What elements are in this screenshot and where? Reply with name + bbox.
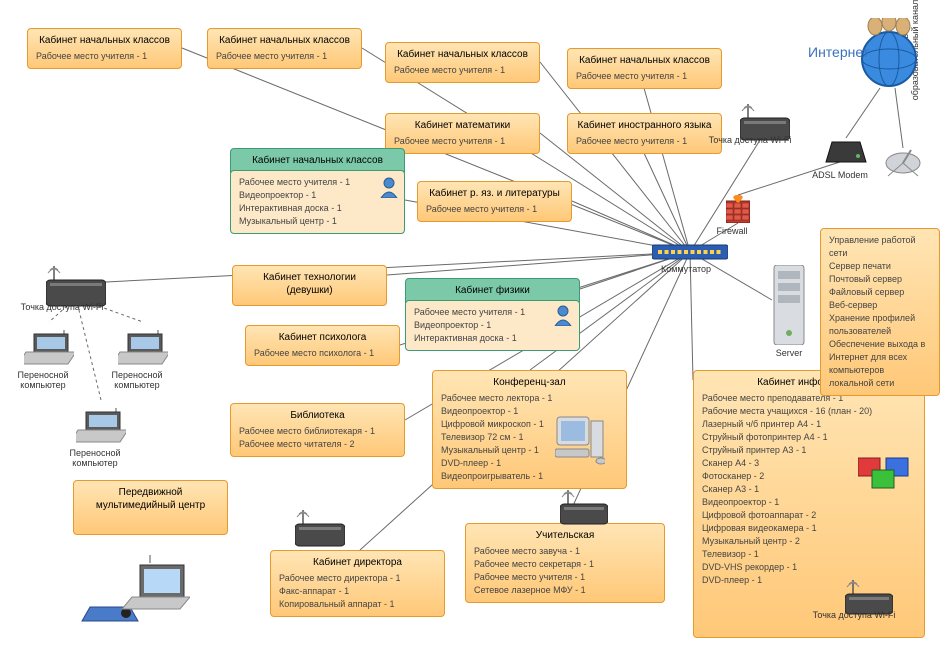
node-item: Телевизор - 1: [702, 548, 916, 561]
device-label: Точка доступа Wi-Fi: [810, 610, 898, 620]
device-label: Server: [752, 348, 826, 358]
node-item: Цифровой фотоаппарат - 2: [702, 509, 916, 522]
node-item: Рабочие места учащихся - 16 (план - 20): [702, 405, 916, 418]
node-title: Конференц-зал: [441, 376, 618, 389]
node-item: Видеопроектор - 1: [702, 496, 916, 509]
modem-icon: [824, 138, 868, 166]
node-title: Передвижной мультимедийный центр: [82, 486, 219, 512]
node-item: Почтовый сервер: [829, 273, 931, 286]
node-title: Кабинет начальных классов: [239, 154, 396, 167]
node-n3: Кабинет начальных классов Рабочее место у…: [385, 42, 540, 83]
pc-icon: [555, 415, 605, 465]
server-icon: [772, 265, 806, 345]
node-item: Сетевое лазерное МФУ - 1: [474, 584, 656, 597]
node-n14: Передвижной мультимедийный центр: [73, 480, 228, 535]
node-item: DVD-VHS рекордер - 1: [702, 561, 916, 574]
node-title: Кабинет начальных классов: [216, 34, 353, 47]
person-icon: [552, 304, 574, 326]
node-item: Интерактивная доска - 1: [414, 332, 571, 345]
node-n1: Кабинет начальных классов Рабочее место у…: [27, 28, 182, 69]
device-label: Коммутатор: [628, 264, 744, 274]
node-item: Хранение профилей пользователей: [829, 312, 931, 338]
node-item: Рабочее место учителя - 1: [426, 203, 563, 216]
switch-icon: [652, 243, 728, 261]
monitors-icon: [858, 450, 910, 490]
node-n6: Кабинет иностранного языка Рабочее место …: [567, 113, 722, 154]
node-item: Копировальный аппарат - 1: [279, 598, 436, 611]
node-n18: Управление работой сетиСервер печатиПочт…: [820, 228, 940, 396]
satellite-icon: [884, 148, 922, 178]
projector-icon: [80, 555, 190, 625]
node-item: Рабочее место учителя - 1: [394, 64, 531, 77]
node-item: Рабочее место учителя - 1: [216, 50, 353, 63]
firewall-icon: [726, 195, 750, 223]
node-item: Веб-сервер: [829, 299, 931, 312]
node-item: Обеспечение выхода в Интернет для всех к…: [829, 338, 931, 390]
device-label: Точка доступа Wi-Fi: [12, 302, 112, 312]
node-item: Факс-аппарат - 1: [279, 585, 436, 598]
node-title: Кабинет математики: [394, 119, 531, 132]
node-item: Рабочее место завуча - 1: [474, 545, 656, 558]
node-item: Интерактивная доска - 1: [239, 202, 396, 215]
node-title: Кабинет иностранного языка: [576, 119, 713, 132]
node-item: Управление работой сети: [829, 234, 931, 260]
node-title: Учительская: [474, 529, 656, 542]
device-label: Переносной компьютер: [50, 448, 140, 468]
node-item: Цифровая видеокамера - 1: [702, 522, 916, 535]
node-n15: Кабинет директора Рабочее место директора…: [270, 550, 445, 617]
node-item: Видеопроигрыватель - 1: [441, 470, 618, 483]
node-item: Видеопроектор - 1: [414, 319, 571, 332]
node-item: Рабочее место библиотекаря - 1: [239, 425, 396, 438]
node-item: Рабочее место секретаря - 1: [474, 558, 656, 571]
node-n9: Кабинет технологии (девушки): [232, 265, 387, 306]
node-title: Кабинет технологии (девушки): [241, 271, 378, 297]
node-item: Рабочее место психолога - 1: [254, 347, 391, 360]
node-title: Кабинет физики: [414, 284, 571, 297]
node-item: Видеопроектор - 1: [239, 189, 396, 202]
node-item: Рабочее место читателя - 2: [239, 438, 396, 451]
node-title: Библиотека: [239, 409, 396, 422]
node-item: Рабочее место учителя - 1: [576, 70, 713, 83]
node-title: Кабинет директора: [279, 556, 436, 569]
node-title: Кабинет начальных классов: [576, 54, 713, 67]
node-n16: УчительскаяРабочее место завуча - 1Рабоч…: [465, 523, 665, 603]
device-label: Переносной компьютер: [92, 370, 182, 390]
router-icon: [295, 510, 345, 550]
node-item: Рабочее место учителя - 1: [474, 571, 656, 584]
router-icon: [560, 490, 608, 528]
node-item: Файловый сервер: [829, 286, 931, 299]
node-title: Кабинет психолога: [254, 331, 391, 344]
node-item: Рабочее место учителя - 1: [239, 176, 396, 189]
device-label: Точка доступа Wi-Fi: [705, 135, 795, 145]
device-label: Firewall: [700, 226, 764, 236]
node-item: Рабочее место учителя - 1: [36, 50, 173, 63]
network-diagram: Кабинет начальных классов Рабочее место у…: [0, 0, 948, 669]
person-icon: [378, 176, 400, 198]
node-item: Струйный фотопринтер А4 - 1: [702, 431, 916, 444]
node-item: Лазерный ч/б принтер А4 - 1: [702, 418, 916, 431]
node-item: Рабочее место учителя - 1: [394, 135, 531, 148]
node-item: Музыкальный центр - 2: [702, 535, 916, 548]
internet-label: Интернет: [808, 44, 868, 60]
node-title: Кабинет начальных классов: [394, 48, 531, 61]
node-n4: Кабинет начальных классов Рабочее место у…: [567, 48, 722, 89]
device-label: ADSL Modem: [798, 170, 882, 180]
node-item: Рабочее место лектора - 1: [441, 392, 618, 405]
node-item: Сервер печати: [829, 260, 931, 273]
node-item: Рабочее место директора - 1: [279, 572, 436, 585]
node-item: Рабочее место учителя - 1: [414, 306, 571, 319]
node-item: Музыкальный центр - 1: [239, 215, 396, 228]
node-n11: Кабинет психолога Рабочее место психолога…: [245, 325, 400, 366]
node-n12: Библиотека Рабочее место библиотекаря - 1…: [230, 403, 405, 457]
device-label: Переносной компьютер: [0, 370, 88, 390]
node-title: Кабинет начальных классов: [36, 34, 173, 47]
node-n8: Кабинет р. яз. и литературы Рабочее место…: [417, 181, 572, 222]
node-n2: Кабинет начальных классов Рабочее место у…: [207, 28, 362, 69]
node-item: Рабочее место учителя - 1: [576, 135, 713, 148]
node-title: Кабинет р. яз. и литературы: [426, 187, 563, 200]
node-n5: Кабинет математики Рабочее место учителя …: [385, 113, 540, 154]
